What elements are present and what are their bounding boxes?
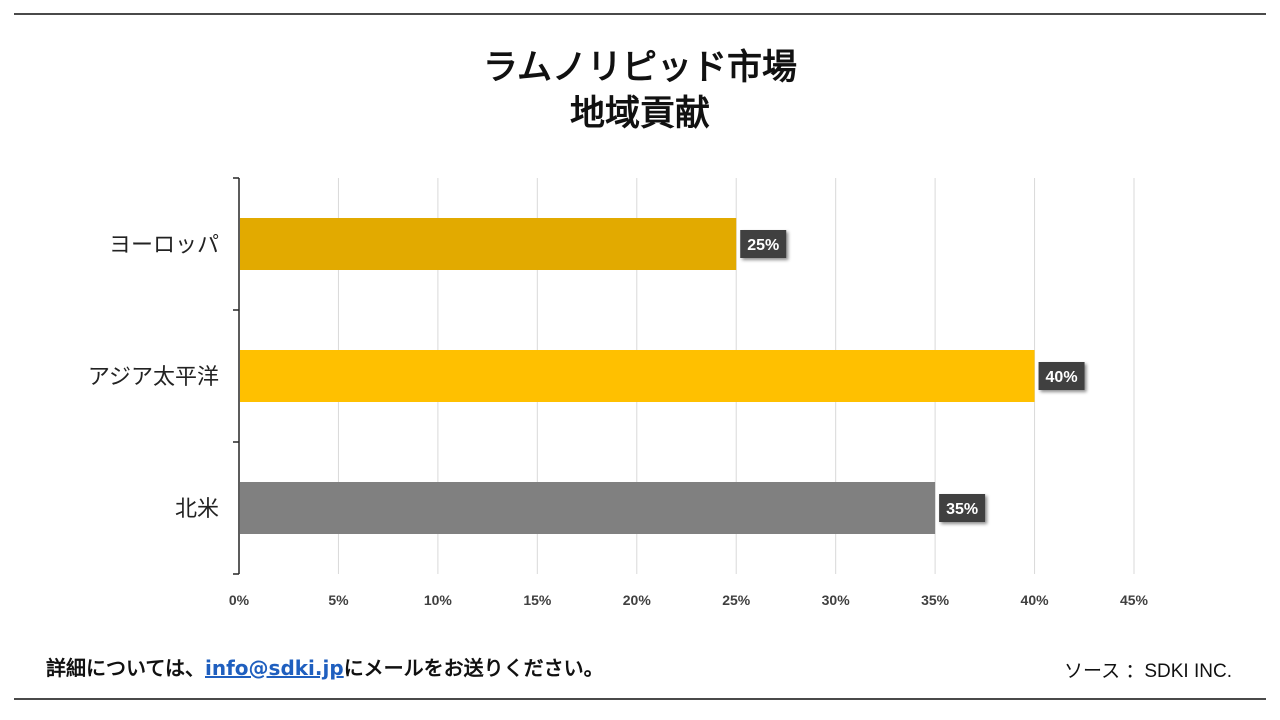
chart-subtitle: 地域貢献 bbox=[569, 94, 710, 134]
contact-prefix: 詳細については、 bbox=[46, 656, 205, 680]
x-tick-label: 40% bbox=[1021, 592, 1050, 608]
category-label: ヨーロッパ bbox=[109, 233, 219, 258]
contact-note: 詳細については、info@sdki.jpにメールをお送りください。 bbox=[46, 652, 604, 681]
x-tick-label: 25% bbox=[722, 592, 751, 608]
bottom-rule bbox=[14, 698, 1266, 700]
category-label: 北米 bbox=[175, 497, 219, 522]
x-tick-label: 45% bbox=[1120, 592, 1149, 608]
x-tick-label: 30% bbox=[822, 592, 851, 608]
data-label: 35% bbox=[939, 494, 986, 522]
x-tick-label: 0% bbox=[229, 592, 250, 608]
bar bbox=[240, 482, 936, 534]
bar bbox=[240, 350, 1035, 402]
data-label: 40% bbox=[1038, 362, 1085, 390]
category-label: アジア太平洋 bbox=[88, 365, 219, 390]
bar bbox=[240, 218, 737, 270]
x-tick-label: 10% bbox=[424, 592, 453, 608]
data-label-box bbox=[939, 494, 986, 522]
top-rule bbox=[14, 13, 1266, 15]
x-tick-label: 15% bbox=[523, 592, 552, 608]
contact-email-link[interactable]: info@sdki.jp bbox=[205, 656, 344, 680]
data-label-box bbox=[740, 230, 787, 258]
data-label-text: 40% bbox=[1046, 369, 1078, 386]
contact-suffix: にメールをお送りください。 bbox=[343, 656, 604, 680]
data-label-box bbox=[1038, 362, 1085, 390]
x-tick-label: 20% bbox=[623, 592, 652, 608]
data-label-text: 35% bbox=[946, 501, 978, 518]
source-label: ソース ：SDKI INC. bbox=[1064, 661, 1232, 682]
data-label: 25% bbox=[740, 230, 787, 258]
x-tick-label: 5% bbox=[328, 592, 349, 608]
chart-title: ラムノリピッド市場 bbox=[483, 48, 797, 88]
data-label-text: 25% bbox=[747, 237, 779, 254]
x-tick-label: 35% bbox=[921, 592, 950, 608]
